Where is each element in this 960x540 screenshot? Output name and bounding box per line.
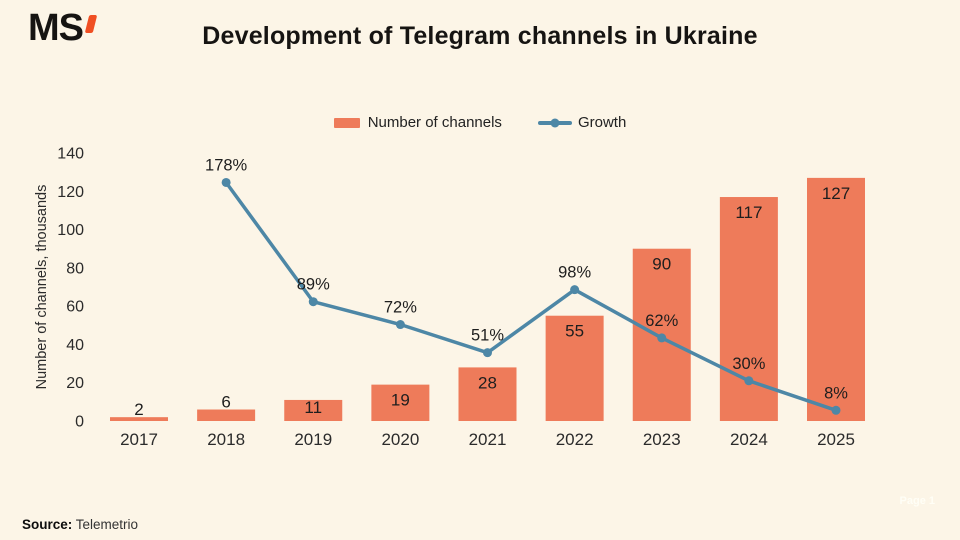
legend-item-growth: Growth [537,114,627,131]
y-tick-label: 60 [66,299,84,316]
page-number: Page 1 [899,495,935,507]
bar-value-label: 90 [652,255,671,274]
bar-2022 [545,315,604,421]
y-axis-title: Number of channels, thousands [34,185,50,390]
growth-value-label: 62% [645,312,678,330]
x-tick-label: 2018 [207,430,245,449]
bar-swatch-icon [333,117,360,128]
bar-2018 [197,409,256,421]
y-tick-label: 0 [75,414,84,431]
growth-value-label: 89% [297,276,330,294]
y-tick-label: 20 [66,375,84,392]
growth-value-label: 98% [558,264,591,282]
logo-text: MS [28,7,84,49]
legend-growth-label: Growth [577,114,627,131]
y-tick-label: 40 [66,337,84,354]
bar-value-label: 2 [134,400,143,419]
line-swatch-dot-icon [550,118,560,127]
bar-value-label: 127 [822,184,850,203]
x-tick-label: 2017 [120,430,158,449]
bar-2021 [458,367,517,421]
legend-channels-label: Number of channels [367,114,502,131]
y-tick-label: 100 [57,222,84,239]
x-tick-label: 2024 [730,430,768,449]
line-swatch-icon [537,118,572,127]
bar-value-label: 6 [221,393,230,412]
x-tick-label: 2021 [469,430,507,449]
growth-value-label: 30% [732,355,765,373]
chart-title: Development of Telegram channels in Ukra… [202,22,758,50]
bar-value-label: 11 [304,398,322,417]
chart-legend: Number of channels Growth [0,114,960,131]
bar-2017 [110,417,168,421]
y-tick-label: 80 [66,260,84,277]
growth-line [224,180,838,413]
growth-point [395,320,405,330]
growth-point [308,297,318,307]
bar-value-label: 19 [391,391,410,410]
bar-value-label: 55 [565,322,584,341]
bar-value-label: 28 [478,373,497,392]
growth-value-label: 178% [205,156,248,174]
logo: MS [28,7,98,50]
x-tick-label: 2020 [381,430,419,449]
source-label: Source: [22,517,73,532]
y-tick-label: 120 [57,184,84,201]
source-note: Source: Telemetrio [22,517,138,532]
growth-value-label: 8% [824,384,848,402]
legend-item-channels: Number of channels [333,114,502,131]
x-tick-label: 2022 [556,430,594,449]
growth-point [831,405,841,415]
x-tick-label: 2019 [294,430,332,449]
y-tick-label: 140 [57,146,84,163]
growth-point [221,177,231,187]
growth-point [483,348,492,358]
bar-value-label: 117 [735,203,762,222]
bar-2020 [371,384,430,421]
growth-value-label: 51% [471,327,504,345]
growth-point [657,333,667,343]
growth-value-label: 72% [384,299,417,317]
bar-2024 [719,197,778,421]
x-tick-label: 2025 [817,430,855,449]
bar-2019 [284,399,343,421]
growth-point [744,376,754,386]
bar-2023 [632,248,691,421]
growth-point [570,285,580,295]
bar-2025 [807,177,865,421]
x-tick-label: 2023 [643,430,681,449]
source-value: Telemetrio [75,517,139,532]
